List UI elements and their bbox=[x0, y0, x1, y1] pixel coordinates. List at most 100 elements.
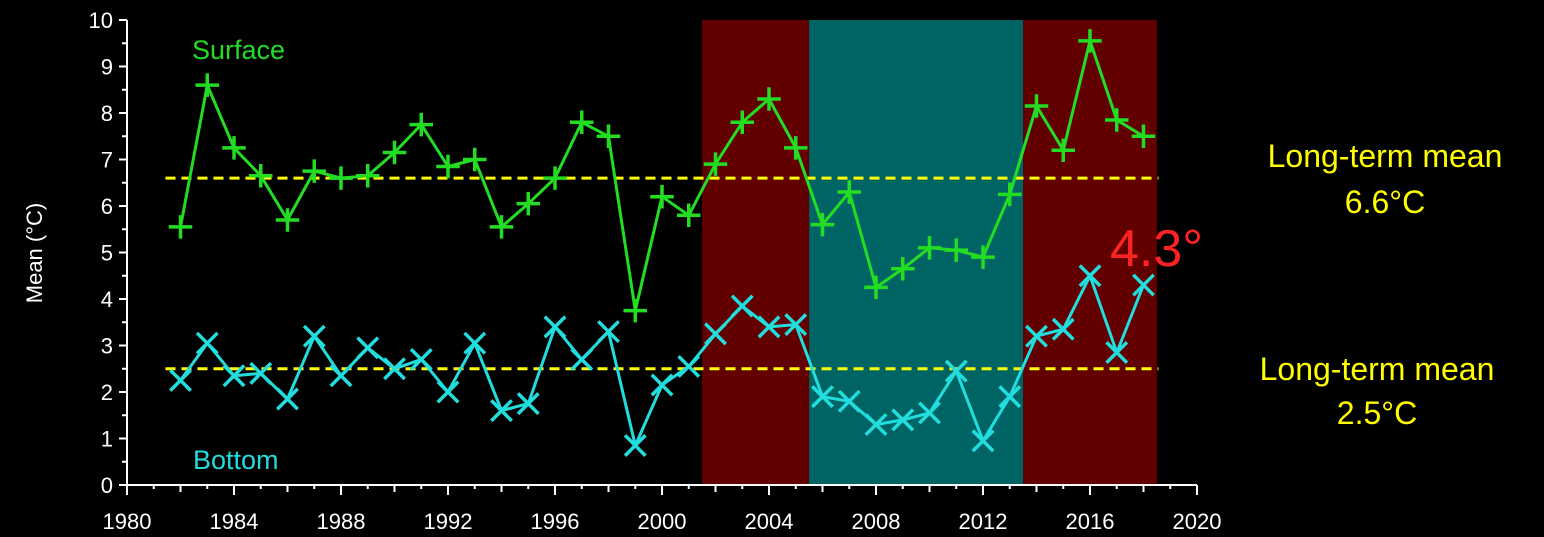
surface-series-label: Surface bbox=[192, 35, 285, 65]
surface-mean-note-line1: Long-term mean bbox=[1268, 138, 1503, 174]
bottom-point-2011 bbox=[944, 359, 968, 383]
bottom-point-1989 bbox=[356, 336, 380, 360]
y-axis-label: Mean (°C) bbox=[22, 203, 47, 303]
latest-bottom-value-callout: 4.3° bbox=[1110, 220, 1203, 278]
bottom-point-1983 bbox=[195, 331, 219, 355]
bottom-point-2006 bbox=[811, 385, 834, 409]
x-tick-label: 1992 bbox=[424, 509, 473, 534]
bottom-series bbox=[169, 264, 1155, 457]
bottom-point-2001 bbox=[677, 354, 701, 378]
surface-point-2008 bbox=[864, 275, 888, 300]
period-bands bbox=[702, 20, 1157, 485]
surface-point-1998 bbox=[596, 124, 621, 148]
bottom-point-2009 bbox=[891, 408, 915, 432]
bottom-point-2000 bbox=[650, 373, 674, 397]
bottom-point-2005 bbox=[784, 313, 808, 337]
surface-point-2001 bbox=[677, 203, 701, 228]
bottom-point-2015 bbox=[1051, 317, 1075, 341]
surface-point-1984 bbox=[222, 136, 246, 160]
surface-point-2010 bbox=[917, 236, 942, 260]
y-tick-label: 10 bbox=[89, 8, 113, 33]
bottom-point-2016 bbox=[1078, 264, 1102, 288]
bottom-point-1984 bbox=[222, 364, 246, 388]
bottom-point-2004 bbox=[757, 315, 781, 339]
surface-point-1999 bbox=[623, 298, 647, 323]
surface-point-1992 bbox=[436, 154, 460, 179]
surface-point-2007 bbox=[837, 180, 861, 204]
surface-point-1991 bbox=[409, 112, 433, 137]
bottom-point-1987 bbox=[302, 324, 326, 348]
x-tick-label: 2000 bbox=[638, 509, 687, 534]
surface-point-2006 bbox=[810, 212, 835, 237]
bottom-point-2018 bbox=[1132, 273, 1155, 297]
surface-point-1990 bbox=[382, 140, 407, 165]
surface-mean-note-line2: 6.6°C bbox=[1345, 184, 1425, 220]
y-tick-label: 9 bbox=[101, 55, 113, 80]
x-tick-label: 2020 bbox=[1173, 509, 1222, 534]
surface-series bbox=[168, 29, 1156, 323]
surface-point-1995 bbox=[516, 191, 540, 216]
bottom-point-2007 bbox=[837, 389, 861, 413]
surface-point-2011 bbox=[944, 238, 968, 262]
period-band-2 bbox=[1023, 20, 1157, 485]
surface-point-2009 bbox=[891, 257, 915, 281]
x-tick-label: 2004 bbox=[745, 509, 794, 534]
bottom-point-1993 bbox=[463, 331, 487, 355]
bottom-point-1994 bbox=[490, 399, 513, 423]
surface-point-2015 bbox=[1051, 138, 1075, 162]
y-tick-label: 2 bbox=[101, 380, 113, 405]
bottom-point-1997 bbox=[570, 347, 594, 371]
surface-point-2004 bbox=[757, 87, 781, 111]
bottom-point-2008 bbox=[864, 413, 888, 437]
surface-point-2000 bbox=[650, 184, 674, 209]
bottom-point-1985 bbox=[249, 361, 273, 385]
y-tick-label: 7 bbox=[101, 148, 113, 173]
surface-point-2018 bbox=[1131, 124, 1156, 148]
series-lines bbox=[168, 29, 1156, 457]
period-band-0 bbox=[702, 20, 810, 485]
y-tick-label: 1 bbox=[101, 427, 113, 452]
bottom-point-2013 bbox=[998, 385, 1022, 409]
bottom-point-1991 bbox=[409, 347, 433, 371]
surface-point-2005 bbox=[784, 136, 808, 160]
surface-point-1994 bbox=[489, 215, 514, 239]
surface-point-2017 bbox=[1105, 108, 1129, 132]
surface-point-1982 bbox=[168, 215, 193, 239]
bottom-point-2010 bbox=[918, 401, 941, 425]
x-tick-label: 1980 bbox=[103, 509, 152, 534]
surface-point-1987 bbox=[302, 159, 326, 183]
y-tick-label: 6 bbox=[101, 194, 113, 219]
bottom-point-2014 bbox=[1025, 324, 1048, 348]
bottom-mean-note-line2: 2.5°C bbox=[1337, 395, 1417, 431]
surface-point-1989 bbox=[356, 164, 380, 188]
surface-point-1986 bbox=[275, 208, 300, 232]
surface-point-2016 bbox=[1078, 29, 1102, 53]
surface-point-2003 bbox=[730, 110, 754, 135]
bottom-point-1986 bbox=[276, 387, 299, 411]
x-tick-label: 1984 bbox=[210, 509, 259, 534]
bottom-mean-note-line1: Long-term mean bbox=[1260, 351, 1495, 387]
axes: 0 1 2 3 4 5 6 7 8 9 10 1980 1984 1988 1992 1996 2000 2004… bbox=[89, 8, 1222, 534]
x-tick-label: 2016 bbox=[1066, 509, 1115, 534]
bottom-series-label: Bottom bbox=[193, 445, 279, 475]
bottom-point-2012 bbox=[971, 429, 995, 453]
x-tick-label: 1988 bbox=[317, 509, 366, 534]
surface-point-1983 bbox=[195, 73, 219, 97]
bottom-point-1996 bbox=[543, 315, 567, 339]
bottom-point-1982 bbox=[169, 368, 192, 392]
surface-point-2002 bbox=[703, 152, 728, 176]
y-tick-label: 5 bbox=[101, 241, 113, 266]
x-tick-label: 2008 bbox=[852, 509, 901, 534]
y-tick-label: 3 bbox=[101, 334, 113, 359]
surface-point-2012 bbox=[971, 245, 995, 269]
surface-point-1997 bbox=[570, 110, 594, 135]
bottom-point-2017 bbox=[1105, 341, 1129, 364]
surface-point-1985 bbox=[249, 164, 273, 188]
bottom-point-1999 bbox=[623, 434, 647, 457]
surface-point-2014 bbox=[1024, 94, 1049, 118]
bottom-point-1992 bbox=[436, 380, 460, 404]
bottom-point-1998 bbox=[597, 320, 620, 344]
bottom-point-2002 bbox=[704, 322, 727, 346]
x-tick-label: 2012 bbox=[959, 509, 1008, 534]
